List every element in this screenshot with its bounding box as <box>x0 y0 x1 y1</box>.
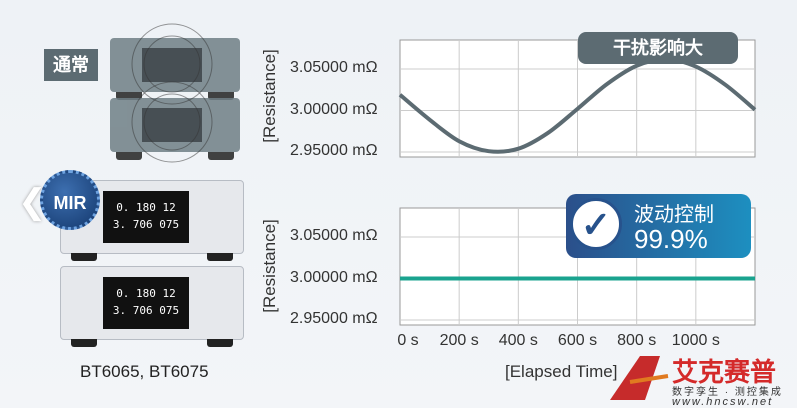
control-title: 波动控制 <box>634 204 714 226</box>
watermark-brand: 艾克赛普 <box>672 357 777 387</box>
x-tick-label: 800 s <box>617 332 657 349</box>
x-tick-label: 400 s <box>498 332 538 349</box>
vibration-rings <box>131 23 213 163</box>
normal-badge: 通常 <box>44 49 98 81</box>
x-tick-label: 0 s <box>397 332 419 349</box>
watermark-tagline: 数字孪生 · 测控集成 <box>672 387 783 398</box>
y-tick-label: 2.95000 mΩ <box>290 142 378 160</box>
x-axis-label: [Elapsed Time] <box>505 362 618 381</box>
noise-badge: 干扰影响大 <box>578 32 738 64</box>
display-value-2: 3. 706 075 <box>112 218 180 231</box>
y-tick-label: 3.05000 mΩ <box>290 59 378 77</box>
device-bt6065: 0. 180 12 3. 706 075 <box>60 180 244 261</box>
y-tick-label: 3.00000 mΩ <box>290 100 378 118</box>
watermark-logo <box>610 356 669 400</box>
display-value-1: 0. 180 12 <box>116 201 176 214</box>
watermark-url: www.hncsw.net <box>672 396 774 408</box>
series-line <box>398 57 757 154</box>
control-value: 99.9% <box>634 224 708 254</box>
display-value-1: 0. 180 12 <box>116 287 176 300</box>
x-tick-label: 600 s <box>557 332 598 349</box>
control-badge: ✓ 波动控制 99.9% <box>566 194 751 258</box>
model-label: BT6065, BT6075 <box>80 362 209 381</box>
checkmark-icon: ✓ <box>570 198 622 250</box>
mir-badge: MIR <box>40 170 100 230</box>
x-tick-label: 1000 s <box>671 332 720 349</box>
display-value-2: 3. 706 075 <box>112 304 180 317</box>
y-tick-label: 3.00000 mΩ <box>290 268 378 286</box>
device-bt6075: 0. 180 12 3. 706 075 <box>60 266 244 347</box>
y-tick-label: 2.95000 mΩ <box>290 310 378 328</box>
y-tick-label: 3.05000 mΩ <box>290 227 378 245</box>
x-tick-label: 200 s <box>439 332 479 349</box>
